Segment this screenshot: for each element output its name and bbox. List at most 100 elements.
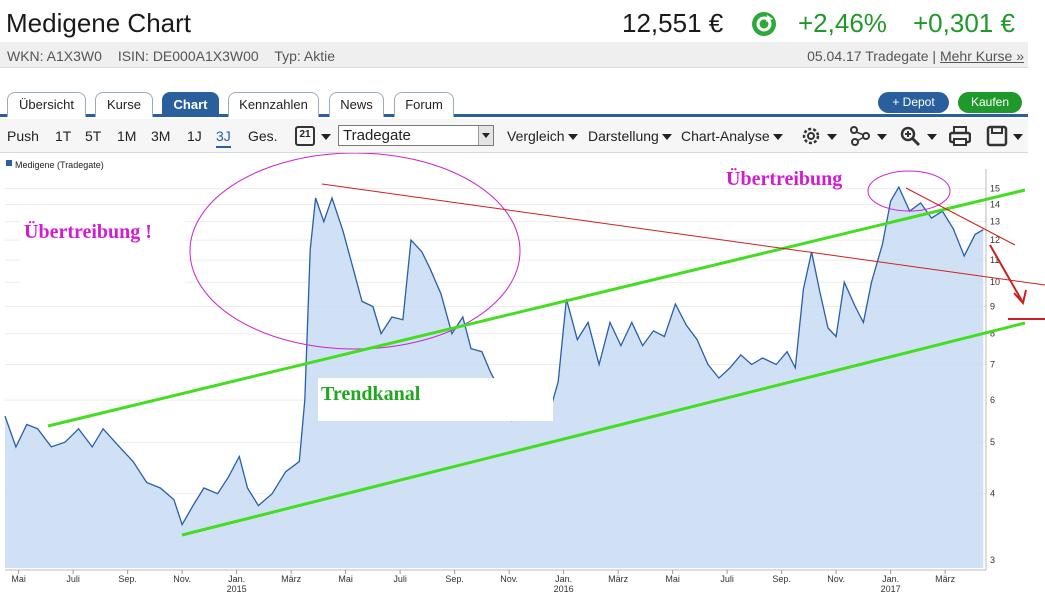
tab-chart[interactable]: Chart bbox=[162, 92, 219, 117]
select-arrow-icon[interactable] bbox=[478, 126, 493, 145]
tab-prices[interactable]: Kurse bbox=[95, 92, 153, 117]
label-backdrop bbox=[318, 378, 553, 421]
chevron-down-icon[interactable] bbox=[827, 134, 837, 140]
y-tick-label: 5 bbox=[990, 437, 995, 447]
range-total[interactable]: Ges. bbox=[248, 128, 278, 144]
y-tick-label: 14 bbox=[990, 200, 1000, 210]
y-tick-label: 3 bbox=[990, 555, 995, 565]
range-3m[interactable]: 3M bbox=[151, 128, 171, 144]
compare-menu[interactable]: Vergleich bbox=[507, 128, 578, 144]
save-icon[interactable] bbox=[986, 125, 1008, 147]
x-tick-label: Sep. bbox=[118, 574, 137, 584]
x-tick-label: Nov. bbox=[500, 574, 518, 584]
range-1m[interactable]: 1M bbox=[117, 128, 137, 144]
chevron-down-icon[interactable] bbox=[1013, 134, 1023, 140]
resistance-line-short bbox=[905, 187, 1016, 246]
change-absolute: +0,301 € bbox=[913, 8, 1015, 38]
range-5t[interactable]: 5T bbox=[85, 128, 102, 144]
x-tick-label: Jan. bbox=[882, 574, 899, 584]
zoom-icon[interactable] bbox=[899, 125, 921, 147]
change-percent: +2,46% bbox=[798, 8, 887, 38]
price-area-fill bbox=[5, 187, 984, 568]
tab-key-figures[interactable]: Kennzahlen bbox=[228, 92, 319, 117]
down-arrow bbox=[989, 244, 1023, 302]
calendar-icon[interactable]: 21 bbox=[295, 126, 315, 146]
display-menu[interactable]: Darstellung bbox=[588, 128, 672, 144]
trend-line-upper bbox=[47, 188, 1026, 428]
range-1t[interactable]: 1T bbox=[55, 128, 72, 144]
chart-analysis-menu-label: Chart-Analyse bbox=[681, 128, 770, 144]
chevron-down-icon[interactable] bbox=[877, 134, 887, 140]
page-title: Medigene Chart bbox=[6, 8, 191, 38]
y-tick-label: 9 bbox=[990, 302, 995, 312]
y-tick-label: 4 bbox=[990, 489, 995, 499]
x-tick-label: Mai bbox=[11, 574, 26, 584]
x-tick-label: Juli bbox=[393, 574, 407, 584]
y-tick-label: 11 bbox=[990, 255, 999, 265]
x-tick-label: Mai bbox=[665, 574, 680, 584]
y-tick-label: 6 bbox=[990, 395, 995, 405]
chart-toolbar: Push 1T 5T 1M 3M 1J 3J Ges. 21 Tradegate… bbox=[0, 119, 1028, 153]
x-tick-year: 2017 bbox=[881, 584, 901, 594]
x-tick-label: Juli bbox=[720, 574, 734, 584]
isin-label: ISIN: DE000A1X3W00 bbox=[117, 48, 259, 64]
x-tick-label: Sep. bbox=[445, 574, 464, 584]
chevron-down-icon bbox=[772, 134, 783, 141]
y-tick-label: 7 bbox=[990, 360, 995, 370]
trend-line-lower bbox=[181, 321, 1026, 537]
x-tick-year: 2016 bbox=[554, 584, 574, 594]
exchange-select[interactable]: Tradegate bbox=[338, 125, 494, 146]
security-info-bar: WKN: A1X3W0 ISIN: DE000A1X3W00 Typ: Akti… bbox=[0, 42, 1028, 68]
x-tick-label: März bbox=[935, 574, 955, 584]
add-to-depot-button[interactable]: + Depot bbox=[878, 92, 949, 113]
type-label: Typ: Aktie bbox=[274, 48, 336, 64]
chevron-down-icon bbox=[661, 134, 672, 141]
y-tick-label: 12 bbox=[990, 235, 1000, 245]
quote-date-exchange: 05.04.17 Tradegate | bbox=[807, 48, 937, 64]
tab-bar: Übersicht Kurse Chart Kennzahlen News Fo… bbox=[0, 90, 1028, 117]
legend-swatch bbox=[6, 160, 12, 166]
chevron-down-icon bbox=[567, 134, 578, 141]
resistance-line bbox=[321, 183, 1045, 286]
y-tick-label: 8 bbox=[990, 329, 995, 339]
chevron-down-icon[interactable] bbox=[927, 134, 937, 140]
highlight-ellipse bbox=[867, 170, 951, 212]
indicator-icon[interactable] bbox=[849, 125, 871, 147]
tab-forum[interactable]: Forum bbox=[394, 92, 454, 117]
annotation-label: Trendkanal bbox=[321, 383, 421, 405]
price-chart[interactable]: Medigene (Tradegate) 3 4 5 6 7 8 9 10 11 12 13 14 15… bbox=[0, 153, 1045, 599]
x-tick-label: März bbox=[608, 574, 628, 584]
y-tick-label: 10 bbox=[990, 277, 1000, 287]
x-tick-label: Jan. bbox=[228, 574, 245, 584]
range-push[interactable]: Push bbox=[7, 128, 39, 144]
range-1j[interactable]: 1J bbox=[187, 128, 202, 144]
range-3j[interactable]: 3J bbox=[216, 128, 231, 148]
x-tick-label: Jan. bbox=[555, 574, 572, 584]
x-tick-year: 2015 bbox=[227, 584, 247, 594]
annotation-label: Übertreibung ! bbox=[24, 220, 152, 243]
y-tick-label: 13 bbox=[990, 217, 1000, 227]
x-tick-label: Juli bbox=[66, 574, 80, 584]
tab-news[interactable]: News bbox=[329, 92, 384, 117]
wkn-label: WKN: A1X3W0 bbox=[7, 48, 102, 64]
chart-analysis-menu[interactable]: Chart-Analyse bbox=[681, 128, 783, 144]
highlight-ellipse bbox=[189, 153, 521, 350]
x-tick-label: Mai bbox=[338, 574, 353, 584]
buy-button[interactable]: Kaufen bbox=[958, 92, 1022, 113]
y-tick-label: 15 bbox=[990, 184, 1000, 194]
refresh-icon[interactable] bbox=[752, 12, 776, 36]
settings-gear-icon[interactable] bbox=[800, 125, 822, 147]
legend-label: Medigene (Tradegate) bbox=[15, 160, 104, 170]
label-backdrop bbox=[20, 213, 185, 283]
tab-overview[interactable]: Übersicht bbox=[7, 92, 86, 117]
x-tick-label: Nov. bbox=[827, 574, 845, 584]
last-price: 12,551 € bbox=[622, 8, 724, 38]
down-arrow-head bbox=[1013, 289, 1027, 306]
display-menu-label: Darstellung bbox=[588, 128, 659, 144]
x-tick-label: Nov. bbox=[173, 574, 191, 584]
print-icon[interactable] bbox=[949, 125, 971, 147]
x-tick-label: Sep. bbox=[772, 574, 791, 584]
more-prices-link[interactable]: Mehr Kurse » bbox=[939, 48, 1024, 64]
x-tick-label: März bbox=[281, 574, 301, 584]
calendar-dropdown-icon[interactable] bbox=[321, 134, 331, 140]
